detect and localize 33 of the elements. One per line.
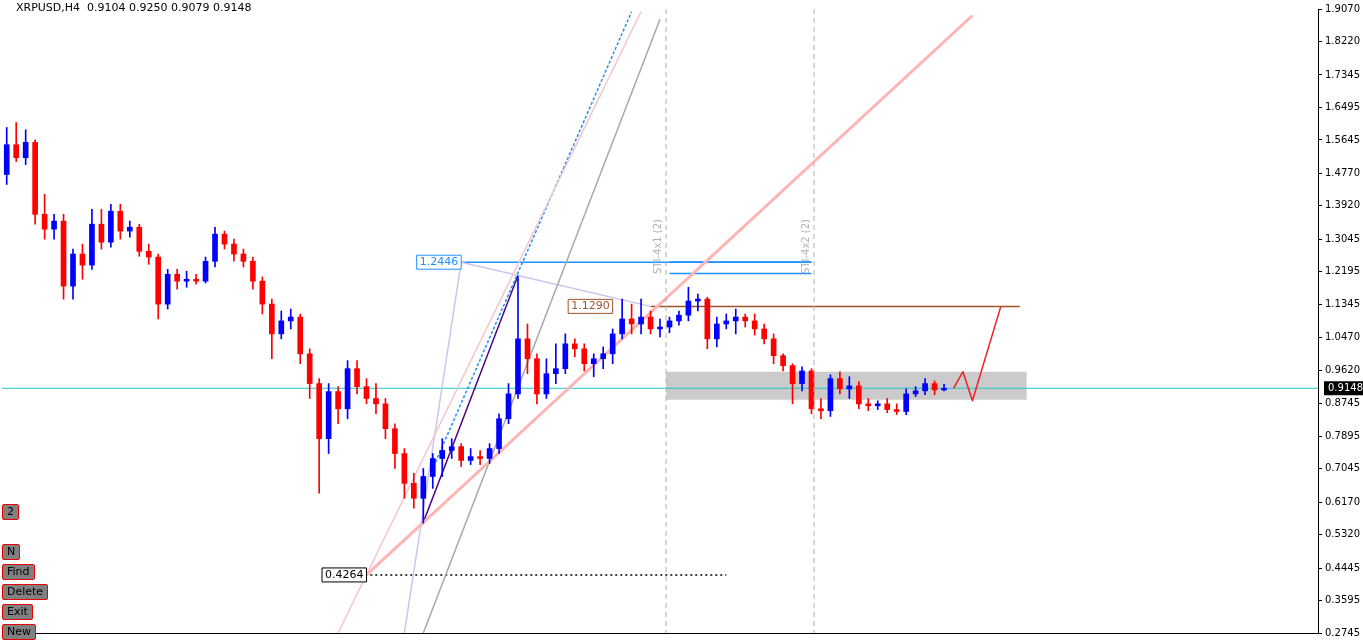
y-tick-label: 1.1345 (1325, 297, 1361, 309)
chart-title: XRPUSD,H4 0.9104 0.9250 0.9079 0.9148 (16, 1, 252, 15)
annotation: STI-4x1 (2) (651, 218, 663, 274)
y-tick-label: 0.6170 (1325, 495, 1361, 507)
y-tick-label: 1.7345 (1325, 68, 1361, 80)
y-tick-label: 1.8220 (1325, 35, 1361, 47)
y-tick-label: 1.3045 (1325, 232, 1361, 244)
y-tick-label: 0.7045 (1325, 462, 1361, 474)
y-tick-label: 1.9070 (1325, 2, 1361, 14)
annotation: STI-4x2 (2) (799, 218, 811, 274)
y-tick-label: 1.4770 (1325, 166, 1361, 178)
y-tick-label: 0.7895 (1325, 429, 1361, 441)
button: New (2, 624, 36, 640)
y-tick-label: 1.5645 (1325, 133, 1361, 145)
y-tick-label: 0.9620 (1325, 363, 1361, 375)
y-tick-label: 1.6495 (1325, 101, 1361, 113)
ref-line-label: 0.9148 (1328, 381, 1363, 393)
y-tick-label: 1.0470 (1325, 331, 1361, 343)
y-tick-label: 0.2745 (1325, 626, 1361, 638)
annotation: 1.1290 (571, 299, 610, 313)
y-tick-label: 0.5320 (1325, 528, 1361, 540)
annotation: 1.2446 (419, 255, 459, 269)
y-tick-label: 1.2195 (1325, 265, 1361, 277)
y-tick-label: 0.4445 (1325, 561, 1361, 573)
annotation: 0.4264 (325, 567, 364, 581)
button: Find (2, 564, 35, 580)
button: Exit (2, 604, 33, 620)
y-tick-label: 0.3595 (1325, 594, 1361, 606)
y-tick-label: 1.3920 (1325, 199, 1361, 211)
y-tick-label: 0.8745 (1325, 397, 1361, 409)
button: N (2, 544, 21, 560)
button: 2 (2, 504, 19, 520)
button: Delete (2, 584, 49, 600)
